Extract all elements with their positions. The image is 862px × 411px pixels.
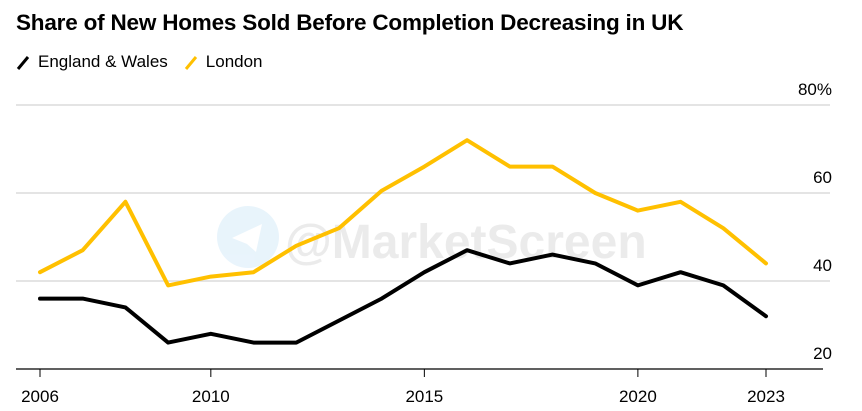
x-tick-label: 2006 <box>21 387 59 406</box>
legend-label: London <box>205 52 263 71</box>
telegram-plane-icon <box>232 224 262 252</box>
x-tick-label: 2010 <box>192 387 230 406</box>
series-line-london <box>38 138 768 288</box>
chart-title: Share of New Homes Sold Before Completio… <box>16 10 684 35</box>
legend-label: England & Wales <box>38 52 168 71</box>
y-tick-label: 20 <box>813 344 832 363</box>
x-tick-label: 2015 <box>405 387 443 406</box>
y-tick-label: 80% <box>798 80 832 99</box>
legend: England & Wales London <box>16 52 263 72</box>
y-tick-label: 60 <box>813 168 832 187</box>
x-tick-label: 2023 <box>747 387 785 406</box>
y-tick-label: 40 <box>813 256 832 275</box>
x-tick-label: 2020 <box>619 387 657 406</box>
legend-swatch-london <box>184 56 197 70</box>
legend-item-london: London <box>184 52 263 72</box>
legend-swatch-england-wales <box>16 56 30 70</box>
telegram-icon <box>217 206 279 268</box>
legend-item-england-wales: England & Wales <box>16 52 168 72</box>
series-line-england-wales <box>38 248 768 345</box>
